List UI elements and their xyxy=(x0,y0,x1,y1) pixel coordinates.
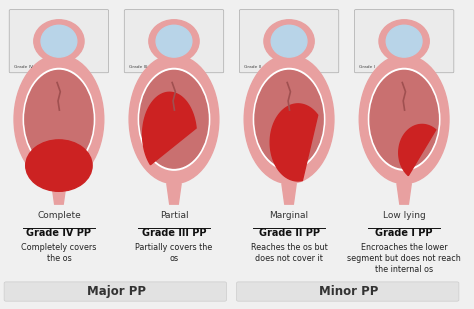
Text: Grade IV: Grade IV xyxy=(14,65,33,69)
Ellipse shape xyxy=(14,55,104,184)
FancyBboxPatch shape xyxy=(239,10,339,73)
Ellipse shape xyxy=(140,70,208,168)
Text: Grade II: Grade II xyxy=(245,65,262,69)
Text: Grade III: Grade III xyxy=(129,65,148,69)
Ellipse shape xyxy=(41,25,77,57)
Text: Reaches the os but
does not cover it: Reaches the os but does not cover it xyxy=(251,243,328,263)
Ellipse shape xyxy=(25,70,93,168)
Ellipse shape xyxy=(26,140,92,191)
Text: Major PP: Major PP xyxy=(87,285,146,298)
Text: Partial: Partial xyxy=(160,211,188,220)
FancyBboxPatch shape xyxy=(4,282,227,301)
Ellipse shape xyxy=(359,55,449,184)
Text: Grade I: Grade I xyxy=(359,65,375,69)
Ellipse shape xyxy=(370,70,438,168)
Text: Encroaches the lower
segment but does not reach
the internal os: Encroaches the lower segment but does no… xyxy=(347,243,461,274)
Text: Partially covers the
os: Partially covers the os xyxy=(136,243,213,263)
Text: Grade I PP: Grade I PP xyxy=(375,228,433,238)
Polygon shape xyxy=(282,184,296,204)
FancyBboxPatch shape xyxy=(355,10,454,73)
FancyBboxPatch shape xyxy=(9,10,109,73)
Ellipse shape xyxy=(244,55,334,184)
Ellipse shape xyxy=(271,25,307,57)
Ellipse shape xyxy=(149,20,199,63)
FancyBboxPatch shape xyxy=(124,10,224,73)
Text: Low lying: Low lying xyxy=(383,211,426,220)
Text: Complete: Complete xyxy=(37,211,81,220)
Text: Completely covers
the os: Completely covers the os xyxy=(21,243,97,263)
Polygon shape xyxy=(143,92,196,165)
Text: Minor PP: Minor PP xyxy=(319,285,379,298)
Ellipse shape xyxy=(34,20,84,63)
Ellipse shape xyxy=(264,20,314,63)
Ellipse shape xyxy=(255,70,323,168)
Text: Grade II PP: Grade II PP xyxy=(258,228,319,238)
Text: Grade IV PP: Grade IV PP xyxy=(27,228,91,238)
Ellipse shape xyxy=(156,25,192,57)
Polygon shape xyxy=(167,184,181,204)
Text: Grade III PP: Grade III PP xyxy=(142,228,206,238)
Polygon shape xyxy=(52,184,66,204)
Ellipse shape xyxy=(386,25,422,57)
Polygon shape xyxy=(399,125,436,176)
FancyBboxPatch shape xyxy=(237,282,459,301)
Text: Marginal: Marginal xyxy=(270,211,309,220)
Ellipse shape xyxy=(379,20,429,63)
Ellipse shape xyxy=(129,55,219,184)
Polygon shape xyxy=(270,104,318,181)
Polygon shape xyxy=(397,184,411,204)
